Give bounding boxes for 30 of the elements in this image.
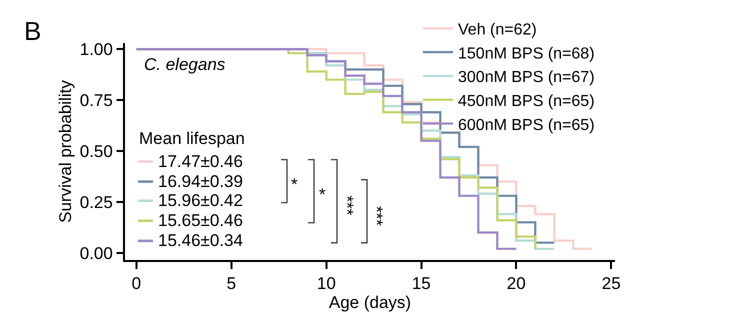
y-tick-label: 1.00 [80, 40, 113, 60]
legend-label: Veh (n=62) [458, 22, 537, 39]
x-tick-label: 5 [226, 274, 236, 294]
annotation: * [319, 185, 326, 204]
legend-label: 600nM BPS (n=65) [458, 116, 595, 134]
x-tick-label: 10 [316, 274, 336, 294]
y-tick-label: 0.00 [80, 244, 113, 263]
x-tick-label: 0 [132, 274, 142, 294]
text: B [24, 16, 42, 46]
legend-label: 300nM BPS (n=67) [458, 69, 595, 86]
annotation: 15.96±0.42 [158, 191, 243, 210]
y-tick-label: 0.25 [80, 192, 113, 212]
legend-label: 150nM BPS (n=68) [458, 45, 595, 62]
legend-label: 450nM BPS (n=65) [458, 92, 595, 110]
annotation: 16.94±0.39 [158, 172, 243, 191]
x-axis-title: Age (days) [328, 293, 412, 312]
annotation: 17.47±0.46 [158, 152, 243, 171]
annotation: C. elegans [144, 55, 226, 74]
y-axis-title: Survival probability [56, 80, 75, 223]
annotation: * [291, 175, 298, 194]
y-tick-label: 0.75 [80, 91, 113, 110]
annotation: *** [338, 196, 357, 216]
annotation: 15.65±0.46 [158, 211, 243, 230]
x-tick-label: 15 [412, 274, 431, 294]
annotation: 15.46±0.34 [158, 231, 243, 250]
x-tick-label: 20 [506, 274, 526, 294]
annotation: *** [367, 206, 386, 226]
x-tick-label: 25 [602, 274, 621, 294]
y-tick-label: 0.50 [80, 142, 113, 161]
annotation: Mean lifespan [139, 129, 245, 148]
